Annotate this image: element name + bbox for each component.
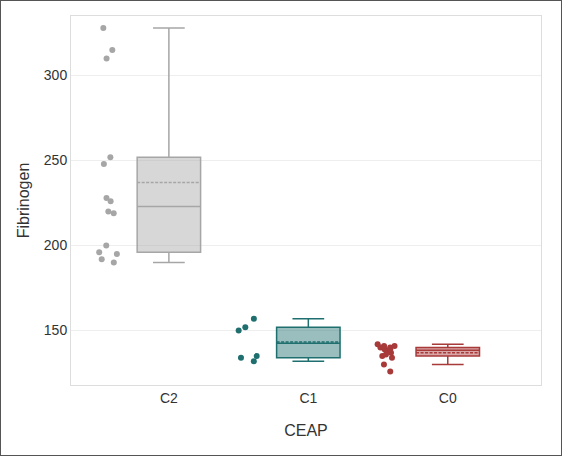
svg-text:150: 150: [44, 322, 68, 338]
svg-text:CEAP: CEAP: [284, 422, 328, 439]
svg-text:C0: C0: [439, 390, 457, 406]
svg-text:300: 300: [44, 67, 68, 83]
svg-text:C2: C2: [160, 390, 178, 406]
svg-text:Fibrinogen: Fibrinogen: [15, 163, 32, 239]
svg-text:200: 200: [44, 237, 68, 253]
svg-text:C1: C1: [299, 390, 317, 406]
svg-text:250: 250: [44, 152, 68, 168]
